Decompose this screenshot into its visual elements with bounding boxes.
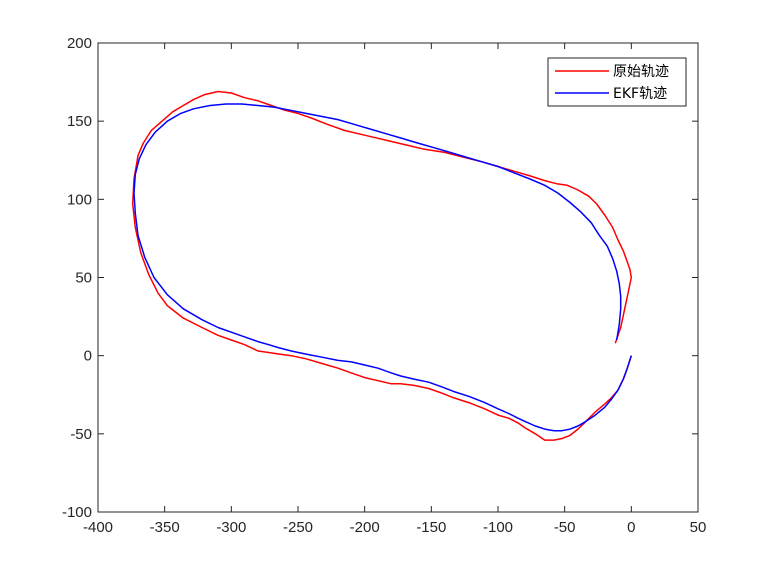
legend-box [547, 57, 687, 107]
x-tick-label: -150 [416, 519, 446, 536]
x-tick-label: 0 [627, 519, 635, 536]
x-tick-label: -250 [283, 519, 313, 536]
series-group [131, 90, 633, 441]
y-tick-label: 150 [67, 113, 92, 130]
x-tick-label: -200 [350, 519, 380, 536]
x-tick-label: -300 [216, 519, 246, 536]
axes-box [97, 42, 699, 513]
y-tick-label: 0 [84, 348, 92, 365]
y-tick-label: -50 [70, 426, 92, 443]
y-tick-label: -100 [62, 504, 92, 521]
legend-label-ekf: EKF轨迹 [613, 86, 667, 102]
legend: 原始轨迹 EKF轨迹 [547, 57, 687, 107]
y-tick-label: 200 [67, 35, 92, 52]
x-tick-label: -400 [83, 519, 113, 536]
x-tick-label: -100 [483, 519, 513, 536]
x-tick-label: -50 [554, 519, 576, 536]
x-axis-ticks: -400 -350 -300 -250 -200 -150 -100 -50 0 50 [83, 43, 706, 536]
y-tick-label: 50 [75, 270, 92, 287]
y-axis-ticks: -100 -50 0 50 100 150 200 [62, 35, 698, 521]
series-ekf-trajectory [133, 103, 633, 432]
series-raw-trajectory [131, 90, 633, 441]
x-tick-label: 50 [690, 519, 707, 536]
x-tick-label: -350 [150, 519, 180, 536]
legend-label-raw: 原始轨迹 [613, 64, 669, 80]
plot-background [98, 43, 698, 512]
y-tick-label: 100 [67, 191, 92, 208]
